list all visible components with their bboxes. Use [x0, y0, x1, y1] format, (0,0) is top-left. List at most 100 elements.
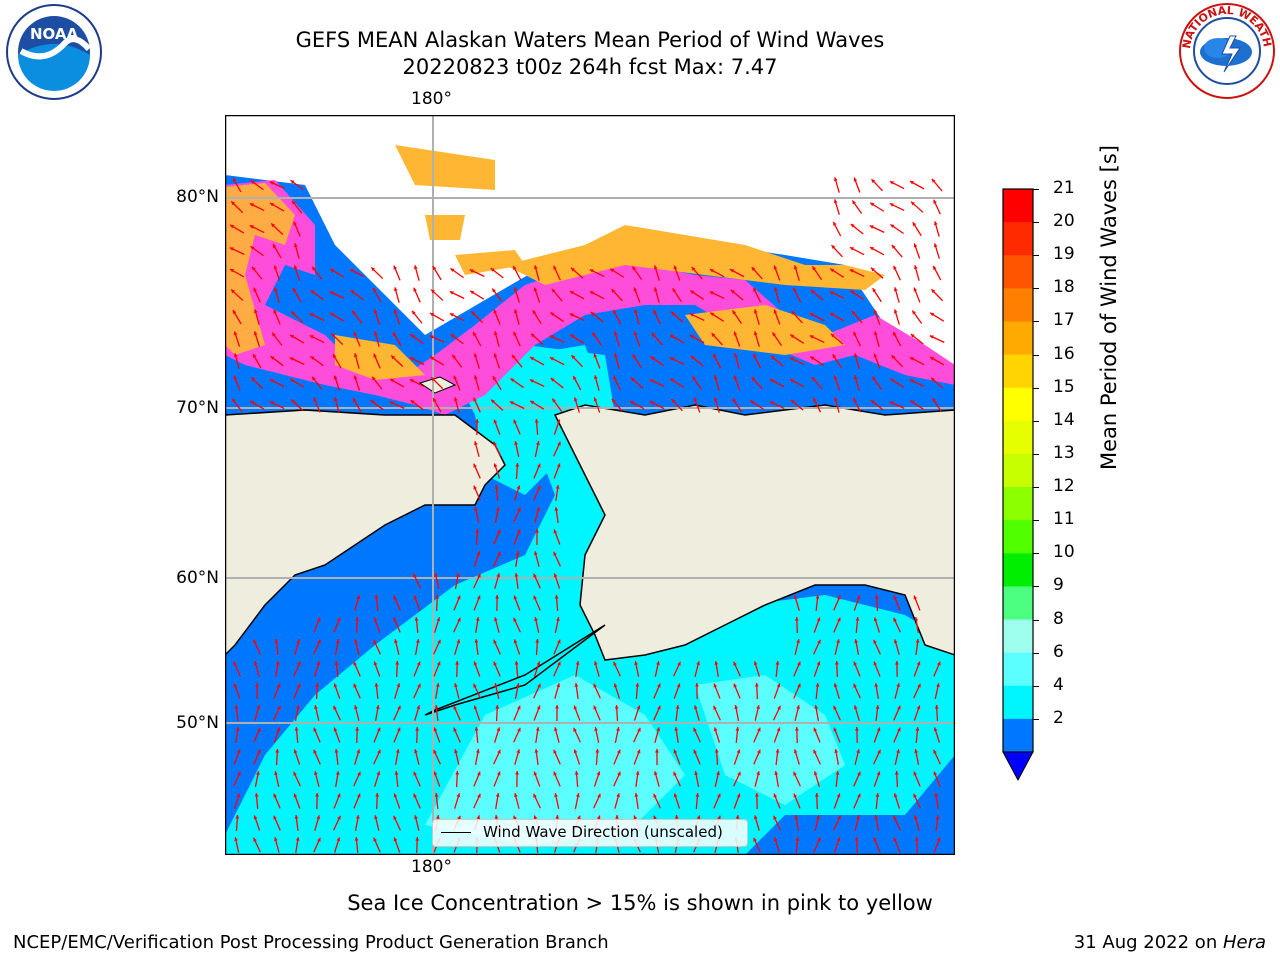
wind-wave-arrow-head [473, 375, 478, 380]
wind-wave-arrow-head [309, 335, 314, 339]
colorbar-tick-mark [1033, 652, 1039, 654]
wind-wave-arrow-head [794, 617, 799, 621]
wind-wave-arrow-head [473, 683, 477, 688]
colorbar-tick-label: 8 [1053, 608, 1064, 629]
wind-wave-arrow-head [393, 287, 398, 292]
wind-wave-arrow-head [393, 595, 397, 600]
wind-wave-arrow-head [589, 291, 594, 295]
wind-wave-arrow-head [933, 221, 938, 226]
wind-wave-arrow-head [310, 290, 315, 294]
wind-wave-arrow-head [633, 815, 638, 820]
wind-wave-arrow-head [692, 376, 697, 381]
wind-wave-arrow-head [869, 247, 874, 251]
colorbar-tick-mark [1033, 586, 1039, 588]
wind-wave-arrow-head [294, 815, 299, 819]
wind-wave-arrow-head [455, 661, 460, 665]
wind-wave-arrow-head [389, 401, 394, 405]
map-legend: Wind Wave Direction (unscaled) [432, 819, 748, 847]
wind-wave-arrow-head [934, 793, 939, 797]
wind-wave-arrow-head [530, 400, 535, 405]
wind-wave-arrow-head [794, 727, 799, 731]
sea-ice-orange [335, 145, 885, 380]
wind-wave-arrow-head [330, 312, 335, 317]
wind-wave-arrow-head [273, 815, 277, 820]
wind-wave-arrow-head [656, 683, 661, 688]
wind-wave-arrow-head [476, 551, 481, 556]
wind-wave-arrow-head [635, 683, 640, 687]
wind-wave-arrow-head [355, 815, 360, 819]
wind-wave-arrow-head [874, 815, 879, 819]
wind-wave-arrow-head [693, 727, 697, 732]
wind-wave-arrow-head [514, 573, 519, 577]
wind-wave-arrow-head [597, 793, 601, 798]
wind-wave-arrow-head [409, 379, 414, 383]
wind-wave-arrow-head [869, 225, 874, 229]
wind-wave-arrow-head [336, 617, 341, 622]
wind-wave-arrow-head [293, 243, 298, 248]
wind-wave-arrow-head [729, 269, 734, 273]
wind-wave-arrow-head [873, 661, 878, 666]
wind-wave-arrow-head [553, 265, 557, 270]
wind-wave-arrow-head [893, 595, 898, 600]
alaska-land [553, 404, 955, 661]
wind-wave-arrow-head [353, 375, 358, 380]
wind-wave-arrow-head [277, 705, 281, 710]
wind-wave-arrow-head [330, 268, 335, 273]
wind-wave-arrow-head [253, 331, 258, 336]
wind-wave-arrow-head [233, 375, 238, 380]
wind-wave-arrow-head [333, 354, 337, 359]
wind-wave-arrow-head [797, 683, 801, 688]
wind-wave-arrow-head [392, 332, 397, 337]
wind-wave-arrow-head [694, 771, 699, 775]
wind-wave-arrow-head [696, 661, 700, 666]
wind-wave-arrow-head [695, 683, 699, 687]
wind-wave-arrow-head [293, 749, 298, 754]
wind-wave-arrow-head [856, 595, 861, 600]
wind-wave-arrow-head [576, 815, 581, 820]
wind-wave-arrow-head [394, 771, 399, 775]
wind-wave-arrow-head [696, 815, 701, 820]
footer-date-text: 31 Aug 2022 on [1073, 932, 1223, 953]
wind-wave-arrow-head [773, 815, 777, 820]
wind-wave-arrow-head [433, 771, 438, 776]
wind-wave-arrow-head [273, 309, 278, 314]
wind-wave-arrow-head [532, 310, 537, 315]
wind-wave-arrow-head [357, 771, 361, 776]
wind-wave-arrow-head [517, 727, 521, 732]
wind-wave-arrow-head [809, 335, 814, 339]
wind-wave-arrow-head [414, 617, 419, 621]
wind-wave-arrow-head [552, 398, 556, 403]
wind-wave-arrow-head [293, 265, 298, 270]
wind-wave-arrow-head [855, 617, 860, 621]
wind-wave-arrow-head [889, 203, 894, 207]
wind-wave-arrow-head [713, 353, 717, 358]
wind-wave-arrow-head [494, 617, 498, 622]
colorbar-tick-mark [1033, 420, 1039, 422]
wind-wave-arrow-head [233, 683, 238, 688]
colorbar-tick-mark [1033, 520, 1039, 522]
wind-wave-arrow-head [291, 399, 296, 404]
wind-wave-arrow-head [616, 749, 621, 754]
wind-wave-arrow-head [870, 202, 875, 207]
wind-wave-arrow-head [376, 727, 381, 732]
wind-wave-arrow-head [834, 661, 839, 665]
wind-wave-arrow-head [933, 243, 938, 248]
wind-wave-arrow-head [896, 749, 900, 754]
wind-wave-arrow-head [810, 356, 815, 361]
ocean-longer-period-a [425, 675, 685, 845]
wind-wave-arrow-head [893, 815, 897, 820]
wind-wave-arrow-head [493, 441, 497, 446]
wind-wave-arrow-head [556, 617, 560, 621]
wind-wave-arrow-head [829, 291, 834, 295]
wind-wave-arrow-head [593, 705, 598, 710]
wind-wave-arrow-head [356, 749, 361, 754]
wind-wave-arrow-head [371, 267, 376, 272]
wind-wave-arrow-head [773, 793, 778, 798]
colorbar-tick-label: 9 [1053, 575, 1064, 596]
wind-wave-arrow-head [653, 265, 658, 270]
chukotka-land [225, 409, 506, 657]
wind-wave-arrow-head [649, 401, 654, 405]
wind-wave-arrow-head [933, 265, 937, 270]
wind-wave-arrow-head [935, 815, 940, 819]
colorbar-tick-label: 4 [1053, 674, 1064, 695]
